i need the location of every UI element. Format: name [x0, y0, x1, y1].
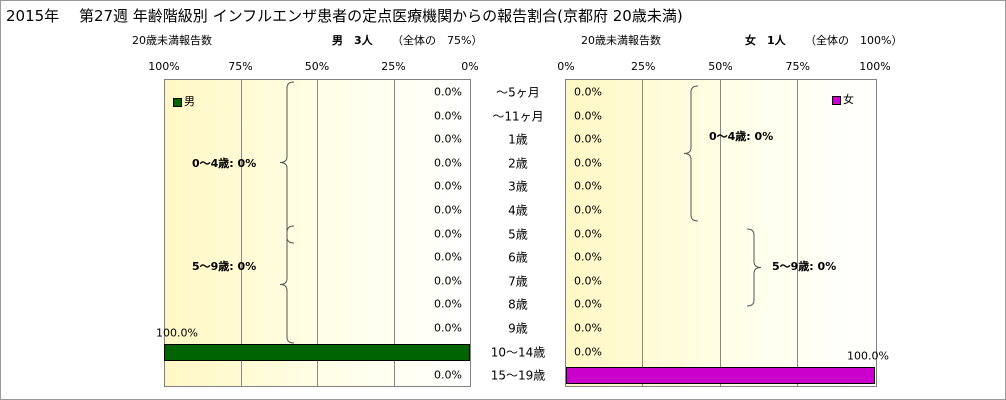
female-legend: 女 — [832, 91, 854, 107]
female-plot-area — [565, 79, 877, 387]
male-value-label: 0.0% — [434, 179, 462, 193]
right-tick-label: 25% — [631, 60, 656, 73]
right-tick-label: 50% — [708, 60, 733, 73]
male-value-label: 0.0% — [434, 274, 462, 288]
female-value-label: 0.0% — [574, 321, 602, 335]
left-brace-0-4-path — [279, 81, 295, 244]
female-value-label: 0.0% — [574, 109, 602, 123]
female-value-label: 0.0% — [574, 132, 602, 146]
age-label: 10～14歳 — [490, 345, 546, 360]
female-legend-swatch — [832, 95, 841, 105]
age-label: 1歳 — [508, 132, 528, 147]
left-brace-5-9-path — [279, 225, 295, 344]
right-brace-0-4 — [683, 85, 699, 222]
male-legend-swatch — [173, 97, 182, 107]
male-value-label: 0.0% — [434, 203, 462, 217]
age-label: 7歳 — [508, 274, 528, 289]
right-brace-5-9-path — [746, 228, 762, 307]
left-tick-label: 50% — [304, 60, 330, 73]
right-brace-0-4-path — [683, 85, 699, 222]
female-value-label: 0.0% — [574, 203, 602, 217]
left-gridline — [317, 80, 318, 386]
right-tick-label: 0% — [557, 60, 575, 73]
male-value-label: 0.0% — [434, 227, 462, 241]
male-value-label: 0.0% — [434, 156, 462, 170]
female-value-label: 0.0% — [574, 297, 602, 311]
female-value-label: 0.0% — [574, 227, 602, 241]
male-legend: 男 — [173, 93, 195, 109]
female-value-label: 0.0% — [574, 179, 602, 193]
left-group-count: 男 3人 — [332, 34, 373, 47]
male-value-label: 100.0% — [156, 326, 198, 340]
right-subtitle: 20歳未満報告数 — [581, 34, 661, 47]
age-label: 5歳 — [508, 227, 528, 242]
female-legend-label: 女 — [843, 93, 854, 106]
male-value-label: 0.0% — [434, 297, 462, 311]
left-subtitle: 20歳未満報告数 — [132, 34, 212, 47]
right-tick-label: 100% — [859, 60, 891, 73]
left-brace-label-0-4: 0～4歳: 0% — [192, 157, 257, 170]
left-share: （全体の 75%） — [392, 34, 483, 47]
right-brace-label-0-4: 0～4歳: 0% — [709, 130, 774, 143]
right-group-label: 女 1人 — [745, 32, 786, 48]
male-plot-area — [164, 79, 471, 387]
female-value-label: 100.0% — [847, 349, 889, 363]
left-brace-label-5-9: 5～9歳: 0% — [192, 260, 257, 273]
left-tick-label: 100% — [148, 60, 180, 73]
male-value-label: 0.0% — [434, 250, 462, 264]
left-group-label: 男 3人 — [332, 32, 373, 48]
female-value-label: 0.0% — [574, 85, 602, 99]
male-value-label: 0.0% — [434, 109, 462, 123]
female-bar — [566, 367, 875, 385]
male-legend-label: 男 — [184, 95, 195, 108]
age-label: 3歳 — [508, 179, 528, 194]
female-value-label: 0.0% — [574, 250, 602, 264]
age-label: ～11ヶ月 — [492, 109, 544, 124]
male-value-label: 0.0% — [434, 85, 462, 99]
age-label: 6歳 — [508, 250, 528, 265]
right-brace-label-5-9: 5～9歳: 0% — [772, 260, 837, 273]
female-value-label: 0.0% — [574, 156, 602, 170]
left-tick-label: 0% — [461, 60, 479, 73]
age-label: 8歳 — [508, 297, 528, 312]
male-value-label: 0.0% — [434, 368, 462, 382]
female-value-label: 0.0% — [574, 274, 602, 288]
male-bar — [164, 343, 470, 361]
right-tick-label: 75% — [785, 60, 810, 73]
left-tick-label: 75% — [228, 60, 253, 73]
right-gridline — [642, 80, 644, 386]
chart-title: 2015年 第27週 年齢階級別 インフルエンザ患者の定点医療機関からの報告割合… — [6, 7, 683, 25]
male-value-label: 0.0% — [434, 321, 462, 335]
right-group-count: 女 1人 — [745, 34, 786, 47]
right-share: （全体の 100%） — [805, 34, 903, 47]
left-gridline — [240, 80, 242, 386]
right-gridline — [719, 80, 721, 386]
female-value-label: 0.0% — [574, 345, 602, 359]
age-label: ～5ヶ月 — [496, 85, 540, 100]
left-brace-0-4 — [279, 81, 295, 244]
left-brace-5-9 — [279, 225, 295, 344]
age-label: 15～19歳 — [490, 368, 546, 383]
right-gridline — [796, 80, 798, 386]
right-brace-5-9 — [746, 228, 762, 307]
age-label: 9歳 — [508, 321, 528, 336]
age-label: 4歳 — [508, 203, 528, 218]
male-value-label: 0.0% — [434, 132, 462, 146]
left-gridline — [393, 80, 395, 386]
age-label: 2歳 — [508, 156, 528, 171]
left-tick-label: 25% — [381, 60, 406, 73]
